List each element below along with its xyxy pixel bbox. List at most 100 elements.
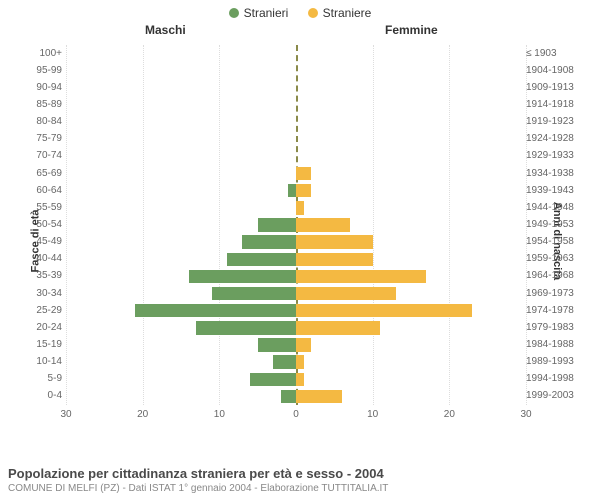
x-axis: 3020100102030 xyxy=(66,409,526,429)
legend-swatch-female xyxy=(308,8,318,18)
bar-female xyxy=(296,270,426,283)
chart-subtitle: COMUNE DI MELFI (PZ) - Dati ISTAT 1° gen… xyxy=(8,483,388,494)
y-label-age: 70-74 xyxy=(28,150,62,161)
pyramid-row xyxy=(66,338,526,351)
y-label-age: 5-9 xyxy=(28,373,62,384)
pyramid-row xyxy=(66,167,526,180)
y-label-birth: 1909-1913 xyxy=(526,82,580,93)
legend-swatch-male xyxy=(229,8,239,18)
y-label-age: 55-59 xyxy=(28,202,62,213)
pyramid-row xyxy=(66,115,526,128)
chart-area: Fasce di età Anni di nascita 30201001020… xyxy=(0,41,600,441)
y-label-birth: 1994-1998 xyxy=(526,373,580,384)
y-label-age: 30-34 xyxy=(28,288,62,299)
x-tick-label: 10 xyxy=(214,409,225,420)
pyramid-row xyxy=(66,98,526,111)
bar-male xyxy=(135,304,296,317)
legend: Stranieri Straniere xyxy=(0,0,600,23)
y-label-birth: 1944-1948 xyxy=(526,202,580,213)
y-label-birth: 1979-1983 xyxy=(526,322,580,333)
y-label-birth: 1969-1973 xyxy=(526,288,580,299)
pyramid-row xyxy=(66,270,526,283)
pyramid-row xyxy=(66,304,526,317)
chart-title: Popolazione per cittadinanza straniera p… xyxy=(8,466,388,481)
x-tick-label: 20 xyxy=(137,409,148,420)
bar-female xyxy=(296,235,373,248)
bar-female xyxy=(296,338,311,351)
y-label-birth: 1959-1963 xyxy=(526,253,580,264)
bar-male xyxy=(281,390,296,403)
pyramid-row xyxy=(66,373,526,386)
x-tick-label: 10 xyxy=(367,409,378,420)
bar-male xyxy=(258,338,296,351)
y-label-age: 35-39 xyxy=(28,270,62,281)
pyramid-row xyxy=(66,150,526,163)
legend-label-male: Stranieri xyxy=(244,6,289,20)
y-label-birth: 1989-1993 xyxy=(526,356,580,367)
pyramid-row xyxy=(66,47,526,60)
header-male: Maschi xyxy=(145,23,186,37)
pyramid-row xyxy=(66,253,526,266)
y-label-birth: 1929-1933 xyxy=(526,150,580,161)
pyramid-row xyxy=(66,133,526,146)
bar-male xyxy=(189,270,296,283)
y-label-age: 50-54 xyxy=(28,219,62,230)
pyramid-row xyxy=(66,355,526,368)
header-female: Femmine xyxy=(385,23,438,37)
bar-male xyxy=(212,287,296,300)
pyramid-row xyxy=(66,235,526,248)
x-tick-label: 30 xyxy=(60,409,71,420)
pyramid-row xyxy=(66,287,526,300)
chart-footer: Popolazione per cittadinanza straniera p… xyxy=(8,466,388,494)
bar-male xyxy=(273,355,296,368)
y-label-age: 90-94 xyxy=(28,82,62,93)
y-label-age: 10-14 xyxy=(28,356,62,367)
pyramid-row xyxy=(66,64,526,77)
pyramid-row xyxy=(66,184,526,197)
y-label-age: 15-19 xyxy=(28,339,62,350)
bar-male xyxy=(288,184,296,197)
y-label-birth: 1999-2003 xyxy=(526,390,580,401)
pyramid-row xyxy=(66,321,526,334)
bar-female xyxy=(296,390,342,403)
y-label-age: 80-84 xyxy=(28,116,62,127)
bar-male xyxy=(250,373,296,386)
legend-item-female: Straniere xyxy=(308,6,372,20)
y-label-birth: 1964-1968 xyxy=(526,270,580,281)
bar-female xyxy=(296,167,311,180)
bar-male xyxy=(242,235,296,248)
bar-female xyxy=(296,184,311,197)
bar-female xyxy=(296,201,304,214)
y-label-age: 60-64 xyxy=(28,185,62,196)
pyramid-row xyxy=(66,218,526,231)
pyramid-row xyxy=(66,390,526,403)
bar-female xyxy=(296,218,350,231)
y-label-age: 65-69 xyxy=(28,168,62,179)
y-label-age: 25-29 xyxy=(28,305,62,316)
x-tick-label: 0 xyxy=(293,409,299,420)
y-label-birth: 1984-1988 xyxy=(526,339,580,350)
bar-female xyxy=(296,287,396,300)
y-label-birth: 1954-1958 xyxy=(526,236,580,247)
legend-label-female: Straniere xyxy=(323,6,372,20)
bar-male xyxy=(227,253,296,266)
plot-region xyxy=(66,45,526,405)
y-label-birth: 1919-1923 xyxy=(526,116,580,127)
bar-male xyxy=(258,218,296,231)
column-headers: Maschi Femmine xyxy=(0,23,600,41)
bar-female xyxy=(296,373,304,386)
bar-male xyxy=(196,321,296,334)
y-label-birth: ≤ 1903 xyxy=(526,48,580,59)
bar-female xyxy=(296,355,304,368)
y-label-age: 85-89 xyxy=(28,99,62,110)
y-label-birth: 1904-1908 xyxy=(526,65,580,76)
pyramid-row xyxy=(66,201,526,214)
bar-female xyxy=(296,253,373,266)
bar-female xyxy=(296,304,472,317)
pyramid-row xyxy=(66,81,526,94)
y-label-age: 0-4 xyxy=(28,390,62,401)
y-label-age: 20-24 xyxy=(28,322,62,333)
x-tick-label: 30 xyxy=(520,409,531,420)
bar-female xyxy=(296,321,380,334)
y-label-birth: 1924-1928 xyxy=(526,133,580,144)
